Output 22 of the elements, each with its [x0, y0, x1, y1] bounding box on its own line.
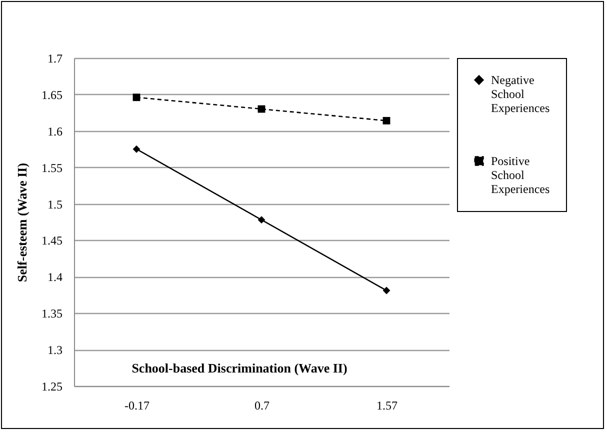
- x-tick-label: 1.57: [376, 398, 398, 412]
- y-tick-label: 1.6: [48, 124, 62, 138]
- y-tick-label: 1.65: [42, 88, 62, 102]
- point: [258, 216, 266, 224]
- x-axis-title: School-based Discrimination (Wave II): [132, 360, 348, 376]
- y-tick-label: 1.5: [48, 197, 62, 212]
- point: [382, 116, 390, 124]
- y-tick-label: 1.25: [42, 380, 62, 394]
- y-tick-label: 1.45: [42, 234, 62, 248]
- y-tick-label: 1.35: [42, 306, 62, 321]
- y-tick-label: 1.7: [48, 52, 62, 66]
- y-axis-title: Self-esteem (Wave II): [14, 162, 30, 282]
- y-tick-label: 1.55: [42, 160, 62, 175]
- point: [382, 286, 390, 294]
- y-tick-label: 1.4: [48, 270, 62, 284]
- x-tick-label: -0.17: [124, 398, 150, 412]
- point: [132, 145, 140, 153]
- y-tick-label: 1.3: [48, 343, 62, 358]
- x-tick-label: 0.7: [254, 398, 270, 412]
- point: [132, 94, 140, 102]
- legend-label: Positive School Experiences: [491, 154, 550, 196]
- legend-label: Negative School Experiences: [491, 73, 550, 115]
